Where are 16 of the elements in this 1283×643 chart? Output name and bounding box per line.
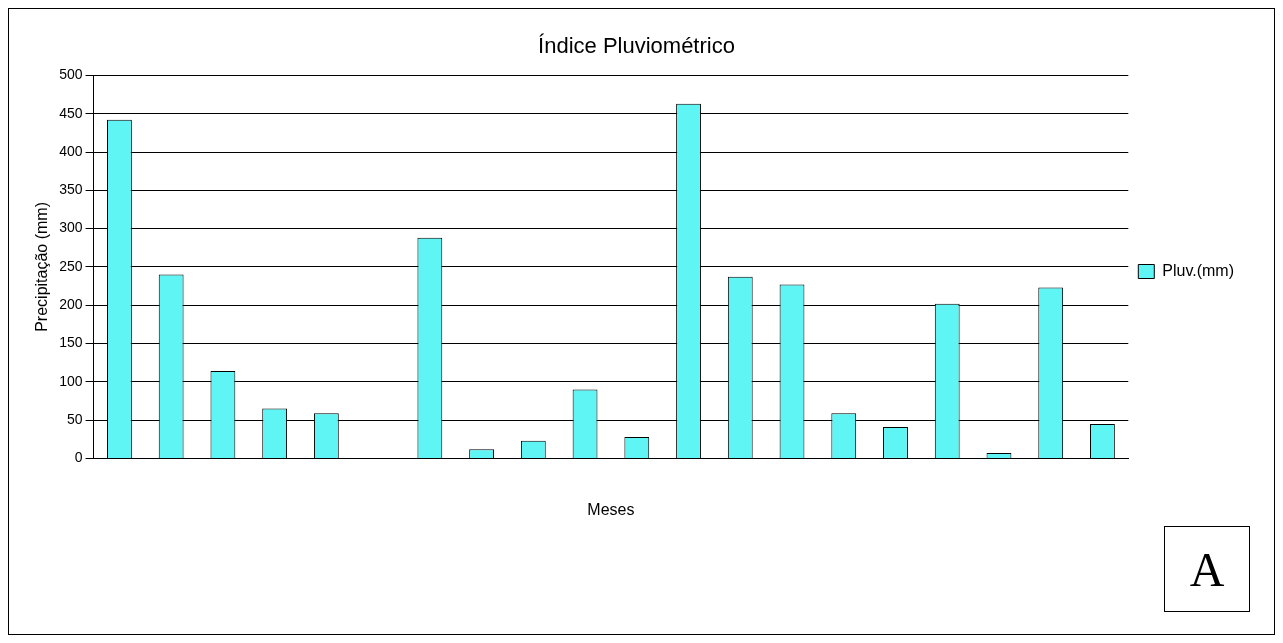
y-tick-label: 350 [59,181,83,198]
y-tick-label: 250 [59,257,83,274]
y-tick-label: 200 [59,296,83,313]
y-tick-label: 450 [59,104,83,121]
x-axis-title: Meses [587,500,635,518]
chart-title: Índice Pluviométrico [538,33,735,59]
y-tick-label: 150 [59,334,83,351]
y-tick-label: 100 [59,372,83,389]
legend-label: Pluv.(mm) [1162,261,1235,279]
y-tick-label: 400 [59,142,83,159]
y-tick-label: 300 [59,219,83,236]
y-tick-label: 500 [59,66,83,83]
y-tick-label: 0 [74,449,83,466]
y-tick-label: 50 [66,410,83,427]
text: A [1164,526,1250,612]
y-axis-title: Precipitação (mm) [33,201,51,332]
